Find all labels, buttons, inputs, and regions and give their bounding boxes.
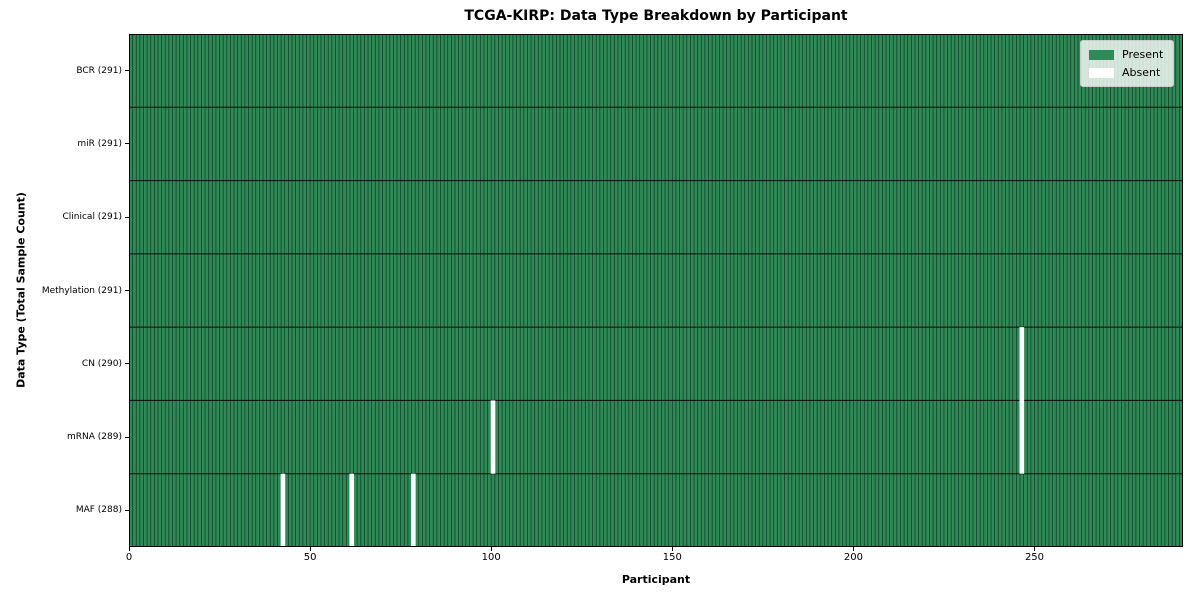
availability-heatmap <box>129 34 1183 547</box>
y-tick-mark <box>125 290 129 291</box>
x-tick-mark <box>672 547 674 551</box>
y-tick-label: mRNA (289) <box>67 432 122 443</box>
y-tick-label: miR (291) <box>77 138 122 149</box>
present-swatch-icon <box>1089 49 1114 60</box>
x-tick-label: 150 <box>662 552 682 563</box>
chart-title: TCGA-KIRP: Data Type Breakdown by Partic… <box>464 8 848 24</box>
y-tick-mark <box>125 363 129 365</box>
legend-item-present: Present <box>1089 47 1165 62</box>
x-tick-label: 200 <box>843 552 863 563</box>
legend: Present Absent <box>1080 40 1174 87</box>
x-tick-label: 250 <box>1024 552 1045 563</box>
x-tick-label: 100 <box>481 552 501 563</box>
legend-item-absent: Absent <box>1089 65 1165 80</box>
y-tick-label: BCR (291) <box>76 65 122 76</box>
x-tick-mark <box>129 547 130 551</box>
x-tick-mark <box>310 547 312 551</box>
y-tick-mark <box>125 216 129 218</box>
y-tick-mark <box>125 70 129 72</box>
y-tick-label: Clinical (291) <box>62 212 122 223</box>
y-tick-label: Methylation (291) <box>41 285 122 296</box>
x-tick-mark <box>853 547 855 551</box>
x-tick-label: 0 <box>125 552 133 563</box>
y-tick-label: MAF (288) <box>75 505 122 516</box>
x-tick-label: 50 <box>303 552 317 563</box>
plot-area <box>129 34 1183 547</box>
x-axis-label: Participant <box>621 573 691 586</box>
y-tick-mark <box>125 436 129 438</box>
absent-swatch-icon <box>1089 67 1114 78</box>
y-tick-label: CN (290) <box>81 358 122 369</box>
y-tick-mark <box>125 509 129 511</box>
x-tick-mark <box>491 547 493 551</box>
legend-absent-label: Absent <box>1122 66 1161 79</box>
x-tick-mark <box>1034 547 1036 551</box>
legend-present-label: Present <box>1122 48 1164 61</box>
y-tick-mark <box>125 143 129 145</box>
